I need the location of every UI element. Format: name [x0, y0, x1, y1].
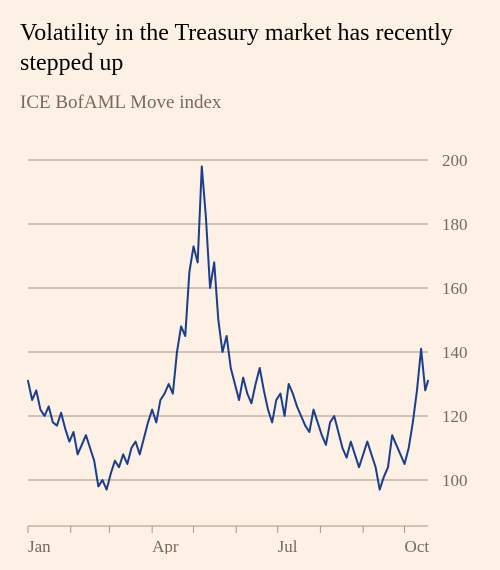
x-axis-label: Apr: [152, 537, 179, 554]
line-chart: 100 120 140 160 180 200 Jan Apr Jul Oct: [20, 124, 480, 554]
y-axis-label: 140: [442, 343, 468, 362]
chart-container: 100 120 140 160 180 200 Jan Apr Jul Oct: [20, 124, 480, 554]
y-axis-label: 180: [442, 215, 468, 234]
y-axis-label: 100: [442, 471, 468, 490]
chart-subtitle: ICE BofAML Move index: [20, 92, 480, 114]
chart-title: Volatility in the Treasury market has re…: [20, 18, 480, 78]
series-move-index: [28, 166, 428, 489]
x-axis-label: Jul: [278, 537, 298, 554]
x-axis-label: Oct: [405, 537, 430, 554]
y-axis-label: 160: [442, 279, 468, 298]
x-axis-label: Jan: [28, 537, 51, 554]
y-axis-label: 200: [442, 151, 468, 170]
y-axis-label: 120: [442, 407, 468, 426]
